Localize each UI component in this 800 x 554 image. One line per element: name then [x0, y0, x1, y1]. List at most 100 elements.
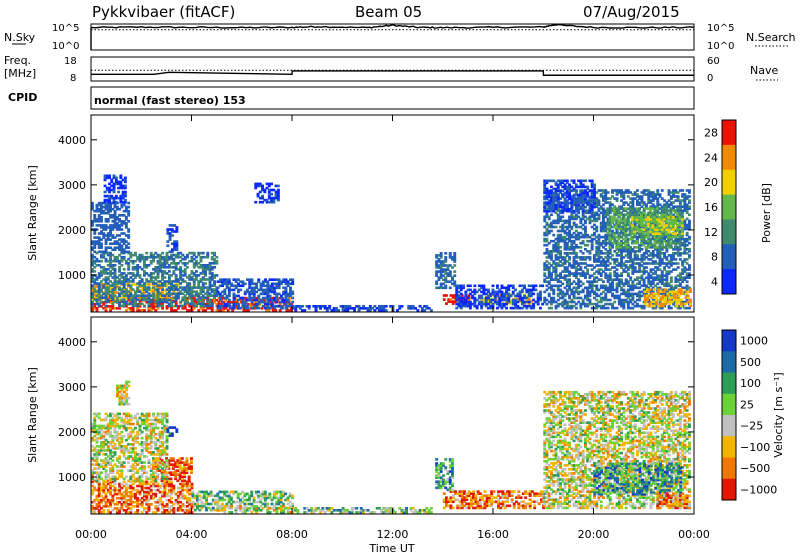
heatmap-cell: [464, 298, 468, 302]
heatmap-cell: [642, 237, 646, 241]
heatmap-cell: [120, 292, 124, 295]
heatmap-cell: [208, 292, 212, 295]
heatmap-cell: [221, 294, 224, 298]
heatmap-cell: [174, 278, 178, 281]
heatmap-cell: [95, 307, 99, 310]
heatmap-cell: [574, 229, 578, 233]
heatmap-cell: [174, 276, 178, 279]
heatmap-cell: [491, 292, 495, 296]
heatmap-cell: [158, 268, 162, 271]
heatmap-cell: [658, 260, 662, 263]
heatmap-cell: [624, 225, 628, 229]
heatmap-cell: [649, 246, 653, 249]
heatmap-cell: [620, 300, 623, 304]
heatmap-cell: [122, 302, 126, 306]
heatmap-cell: [109, 214, 112, 217]
heatmap-cell: [439, 284, 443, 288]
heatmap-cell: [138, 301, 142, 304]
heatmap-cell: [656, 262, 660, 265]
heatmap-cell: [597, 241, 601, 245]
heatmap-cell: [581, 274, 585, 277]
heatmap-cell: [638, 276, 642, 279]
heatmap-cell: [574, 282, 578, 286]
heatmap-cell: [547, 229, 551, 233]
heatmap-cell: [111, 234, 115, 237]
heatmap-cell: [109, 266, 112, 269]
heatmap-cell: [455, 288, 459, 292]
heatmap-cell: [561, 290, 565, 294]
heatmap-cell: [237, 306, 240, 310]
heatmap-cell: [264, 284, 267, 288]
heatmap-cell: [328, 305, 332, 308]
heatmap-cell: [97, 201, 101, 205]
heatmap-cell: [131, 272, 135, 275]
heatmap-cell: [210, 309, 214, 312]
heatmap-cell: [498, 302, 502, 306]
heatmap-cell: [335, 309, 338, 312]
heatmap-cell: [246, 304, 249, 308]
heatmap-cell: [138, 280, 142, 283]
heatmap-cell: [270, 298, 274, 302]
heatmap-cell: [484, 300, 488, 304]
heatmap-cell: [669, 278, 673, 281]
heatmap-cell: [606, 197, 610, 200]
heatmap-cell: [547, 280, 551, 283]
heatmap-cell: [117, 196, 120, 200]
heatmap-cell: [118, 220, 121, 223]
heatmap-cell: [604, 252, 608, 255]
heatmap-cell: [631, 205, 635, 208]
heatmap-cell: [179, 270, 183, 273]
heatmap-cell: [100, 250, 103, 254]
heatmap-cell: [599, 250, 603, 253]
heatmap-cell: [529, 288, 533, 292]
heatmap-cell: [667, 254, 671, 257]
heatmap-cell: [138, 253, 142, 257]
heatmap-cell: [637, 221, 641, 225]
heatmap-cell: [195, 292, 198, 295]
heatmap-cell: [520, 290, 524, 294]
heatmap-cell: [170, 280, 173, 283]
heatmap-cell: [312, 305, 316, 308]
heatmap-cell: [154, 291, 158, 294]
heatmap-cell: [611, 203, 614, 206]
heatmap-cell: [131, 304, 135, 308]
heatmap-cell: [181, 253, 185, 257]
heatmap-cell: [683, 268, 687, 271]
heatmap-cell: [676, 219, 680, 223]
heatmap-cell: [113, 272, 117, 275]
heatmap-cell: [665, 203, 669, 206]
heatmap-cell: [525, 300, 529, 304]
heatmap-cell: [270, 198, 273, 202]
heatmap-cell: [149, 278, 153, 281]
heatmap-cell: [192, 266, 196, 269]
heatmap-cell: [149, 309, 153, 312]
heatmap-cell: [109, 294, 112, 297]
heatmap-cell: [109, 287, 112, 290]
heatmap-cell: [241, 300, 245, 304]
heatmap-cell: [496, 292, 499, 296]
heatmap-cell: [606, 237, 610, 241]
heatmap-cell: [665, 274, 669, 277]
heatmap-cell: [622, 250, 626, 253]
heatmap-cell: [221, 278, 224, 281]
heatmap-cell: [115, 246, 119, 249]
heatmap-cell: [104, 218, 108, 221]
heatmap-cell: [108, 182, 111, 186]
heatmap-cell: [688, 276, 691, 279]
heatmap-cell: [197, 286, 201, 289]
heatmap-cell: [574, 276, 578, 279]
heatmap-cell: [480, 294, 484, 298]
heatmap-cell: [136, 270, 140, 273]
heatmap-cell: [685, 195, 689, 198]
heatmap-cell: [552, 278, 556, 281]
heatmap-cell: [631, 260, 635, 263]
heatmap-cell: [254, 184, 258, 188]
heatmap-cell: [276, 196, 280, 200]
heatmap-cell: [143, 298, 146, 302]
heatmap-cell: [642, 191, 646, 194]
heatmap-cell: [651, 280, 655, 283]
heatmap-cell: [93, 214, 97, 217]
heatmap-cell: [663, 205, 666, 208]
heatmap-cell: [565, 231, 569, 235]
heatmap-cell: [156, 266, 160, 269]
